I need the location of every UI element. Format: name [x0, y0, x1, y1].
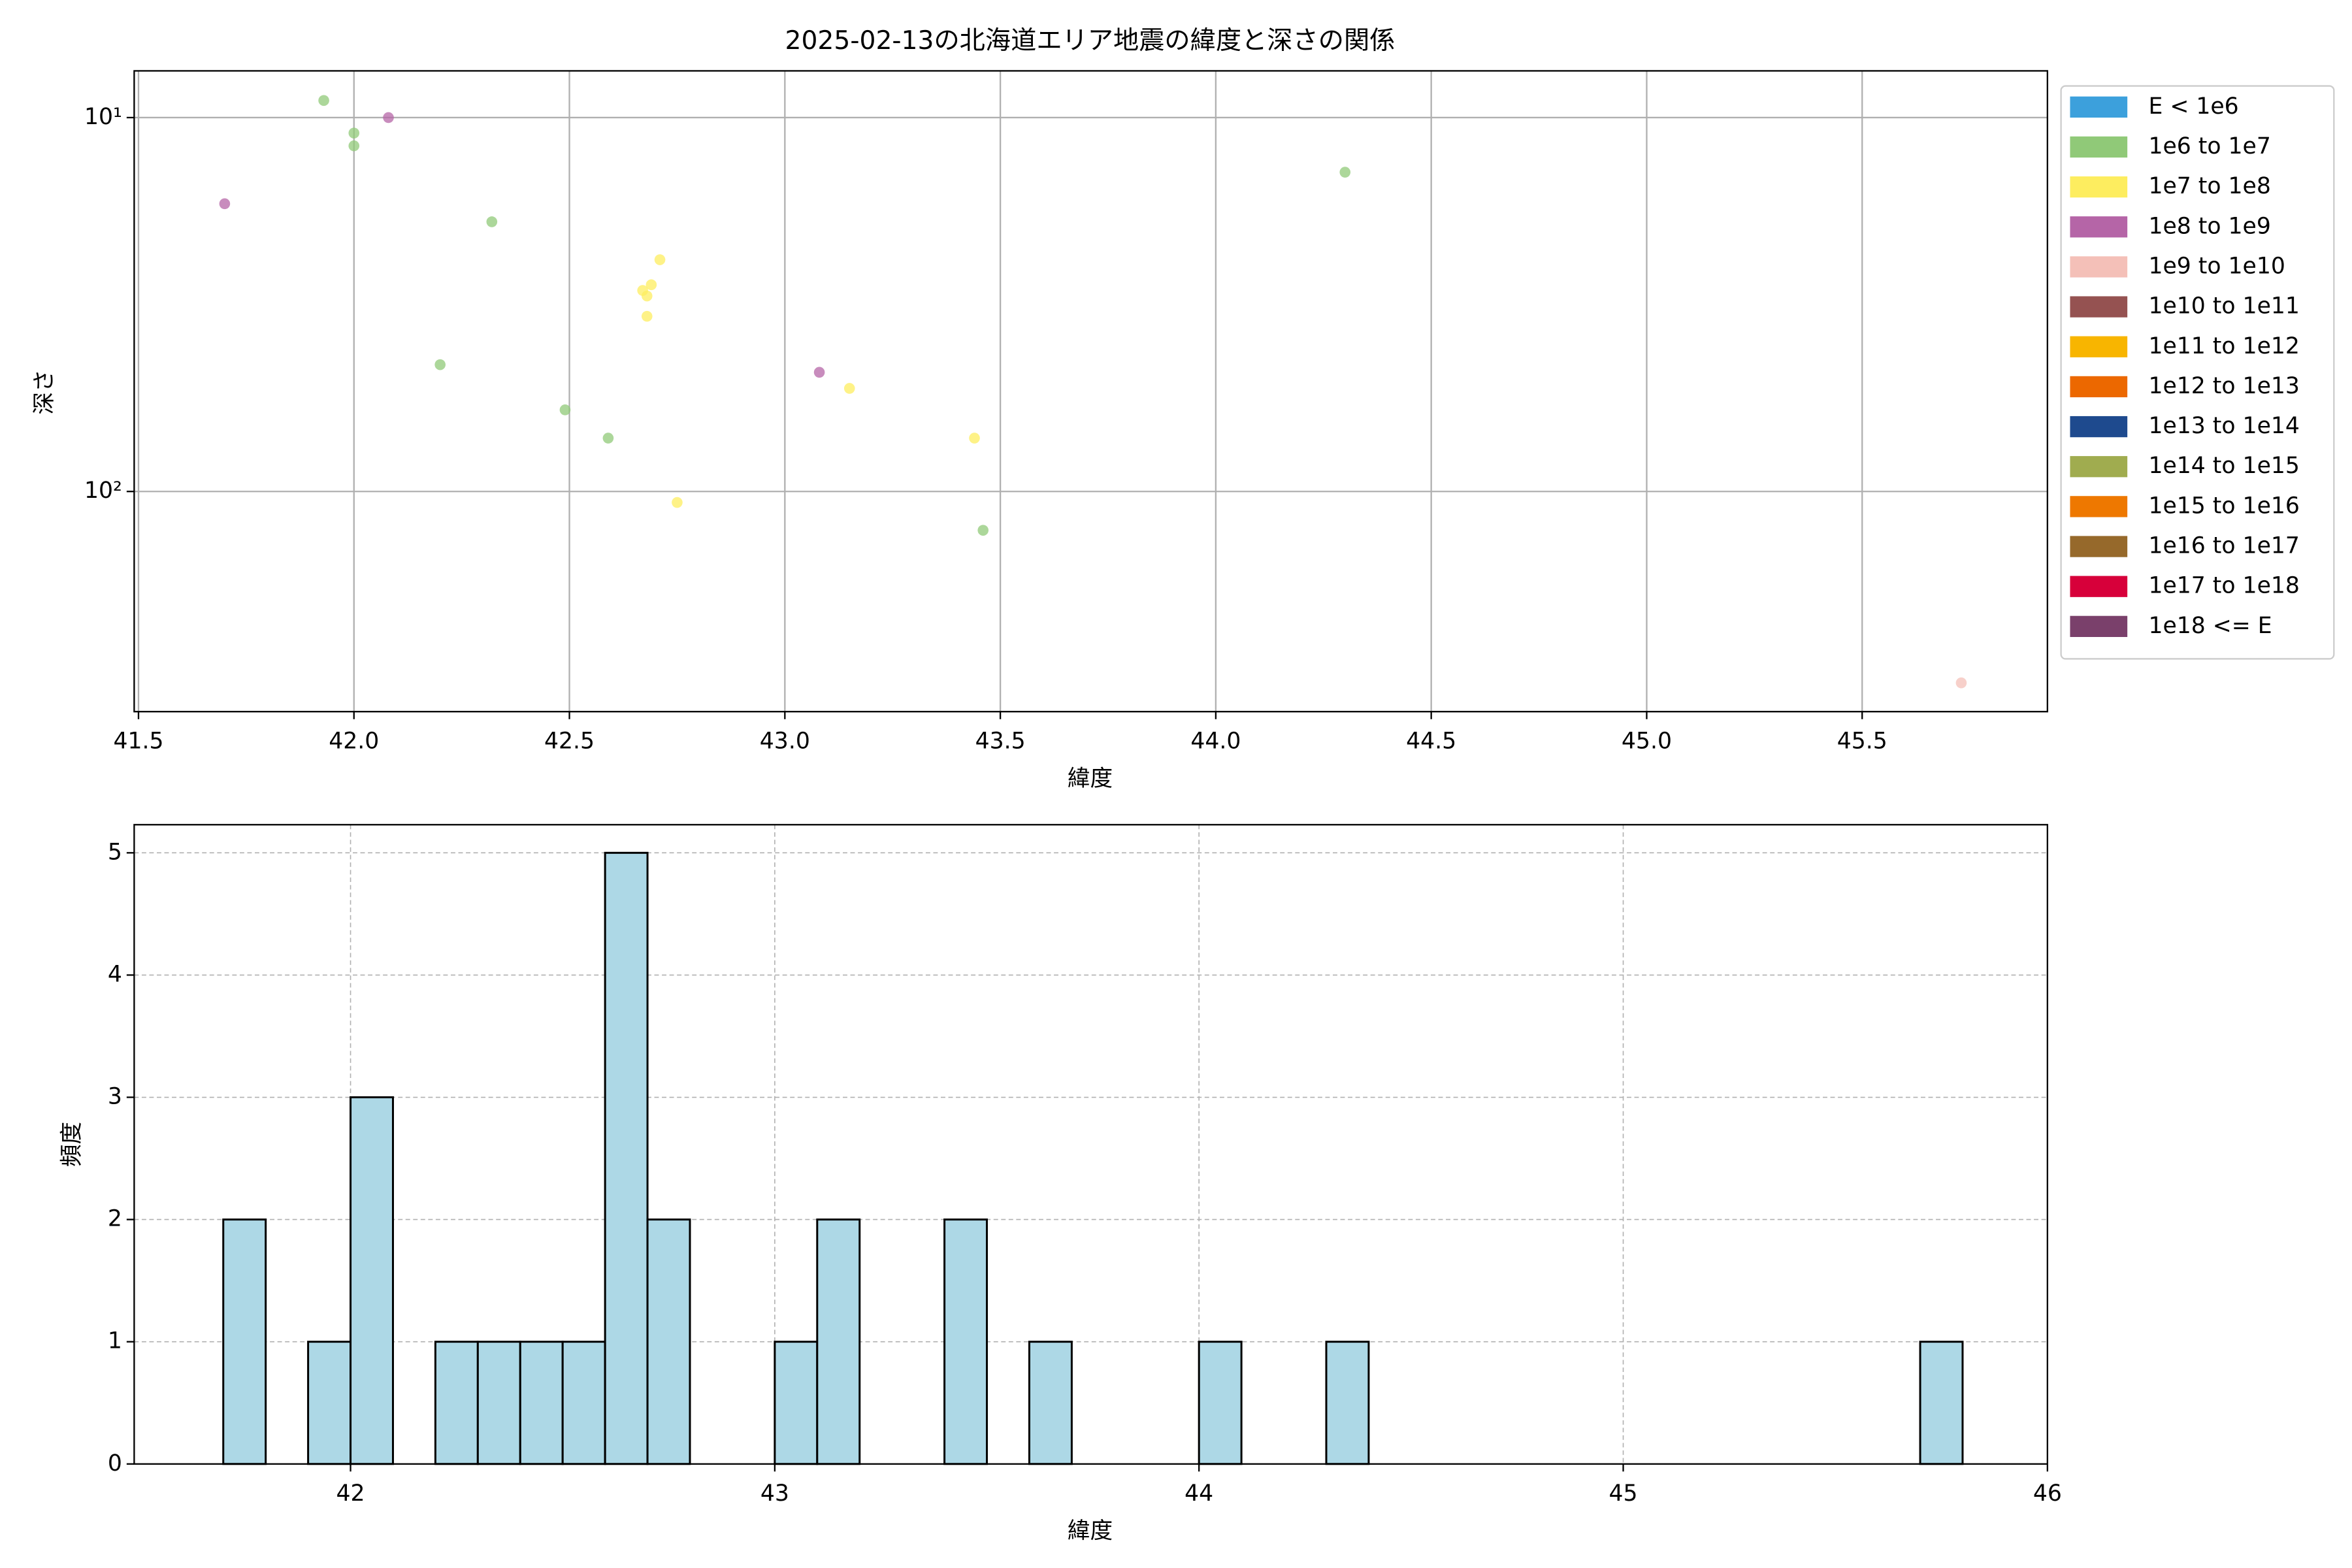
legend-label: 1e11 to 1e12 — [2148, 333, 2299, 359]
legend-label: 1e16 to 1e17 — [2148, 533, 2299, 559]
plot-frame — [133, 70, 2048, 713]
legend-swatch — [2070, 416, 2128, 438]
bar — [943, 1218, 988, 1465]
x-axis-label: 緯度 — [1068, 1518, 1113, 1544]
x-axis-label: 緯度 — [1068, 766, 1113, 792]
legend-label: 1e7 to 1e8 — [2148, 173, 2270, 199]
x-tick-label: 42.5 — [544, 728, 595, 754]
legend-swatch — [2070, 376, 2128, 398]
point — [318, 95, 329, 106]
y-tick-label: 4 — [108, 961, 122, 987]
bar — [222, 1218, 267, 1465]
legend-swatch — [2070, 256, 2128, 278]
legend-label: E < 1e6 — [2148, 93, 2238, 120]
x-tick-label: 44 — [1184, 1480, 1213, 1507]
point — [434, 359, 446, 370]
point — [602, 433, 614, 444]
point — [559, 404, 571, 416]
bar — [1325, 1341, 1370, 1465]
legend-swatch — [2070, 496, 2128, 517]
x-tick-label: 44.5 — [1406, 728, 1456, 754]
legend-label: 1e12 to 1e13 — [2148, 373, 2299, 399]
point — [654, 254, 666, 265]
bar — [561, 1341, 606, 1465]
point — [641, 290, 653, 302]
y-tick-label: 1 — [108, 1328, 122, 1354]
x-tick-label: 43 — [760, 1480, 789, 1507]
x-tick-label: 41.5 — [113, 728, 163, 754]
legend-swatch — [2070, 216, 2128, 238]
bar — [1198, 1341, 1243, 1465]
point — [1955, 677, 1967, 689]
x-tick-label: 45 — [1609, 1480, 1637, 1507]
legend-label: 1e18 <= E — [2148, 613, 2272, 639]
bar — [1028, 1341, 1073, 1465]
legend-label: 1e15 to 1e16 — [2148, 493, 2299, 519]
x-tick-label: 45.0 — [1622, 728, 1672, 754]
legend-swatch — [2070, 456, 2128, 478]
point — [977, 525, 989, 536]
legend-swatch — [2070, 536, 2128, 557]
point — [813, 367, 825, 378]
legend-label: 1e9 to 1e10 — [2148, 253, 2285, 279]
legend-label: 1e8 to 1e9 — [2148, 213, 2270, 239]
point — [969, 433, 980, 444]
bar — [1919, 1341, 1964, 1465]
chart-title: 2025-02-13の北海道エリア地震の緯度と深さの関係 — [785, 26, 1396, 56]
point — [641, 310, 653, 322]
x-tick-label: 42.0 — [329, 728, 379, 754]
x-tick-label: 44.0 — [1190, 728, 1241, 754]
legend-label: 1e6 to 1e7 — [2148, 133, 2270, 159]
y-tick-label: 10² — [84, 478, 122, 504]
legend-label: 1e14 to 1e15 — [2148, 453, 2299, 479]
y-tick-label: 10¹ — [84, 104, 122, 130]
x-tick-label: 43.5 — [975, 728, 1026, 754]
bar — [816, 1218, 861, 1465]
legend-swatch — [2070, 336, 2128, 357]
plot-frame — [133, 824, 2048, 1465]
y-tick-label: 0 — [108, 1450, 122, 1477]
point — [843, 383, 855, 394]
legend-label: 1e17 to 1e18 — [2148, 573, 2299, 599]
x-tick-label: 42 — [336, 1480, 365, 1507]
bar — [519, 1341, 564, 1465]
legend-swatch — [2070, 615, 2128, 637]
point — [486, 216, 498, 227]
y-tick-label: 2 — [108, 1206, 122, 1232]
x-tick-label: 45.5 — [1837, 728, 1887, 754]
legend-label: 1e10 to 1e11 — [2148, 293, 2299, 319]
bar — [307, 1341, 352, 1465]
point — [1339, 167, 1351, 178]
y-axis-label: 深さ — [31, 369, 57, 414]
point — [672, 497, 683, 508]
x-tick-label: 46 — [2033, 1480, 2062, 1507]
legend-swatch — [2070, 576, 2128, 597]
legend-swatch — [2070, 136, 2128, 158]
bar — [350, 1096, 394, 1465]
legend-swatch — [2070, 296, 2128, 318]
bar — [646, 1218, 691, 1465]
x-tick-label: 43.0 — [760, 728, 810, 754]
y-tick-label: 3 — [108, 1084, 122, 1110]
bar — [774, 1341, 819, 1465]
y-axis-label: 頻度 — [59, 1122, 85, 1167]
point — [219, 198, 231, 210]
point — [348, 140, 360, 152]
bar — [604, 851, 649, 1465]
point — [645, 279, 657, 291]
legend-swatch — [2070, 176, 2128, 198]
legend-swatch — [2070, 96, 2128, 118]
y-tick-label: 5 — [108, 839, 122, 865]
legend-label: 1e13 to 1e14 — [2148, 413, 2299, 439]
point — [383, 112, 394, 123]
legend-box — [2060, 85, 2335, 660]
bar — [434, 1341, 479, 1465]
point — [348, 127, 360, 139]
bar — [476, 1341, 521, 1465]
